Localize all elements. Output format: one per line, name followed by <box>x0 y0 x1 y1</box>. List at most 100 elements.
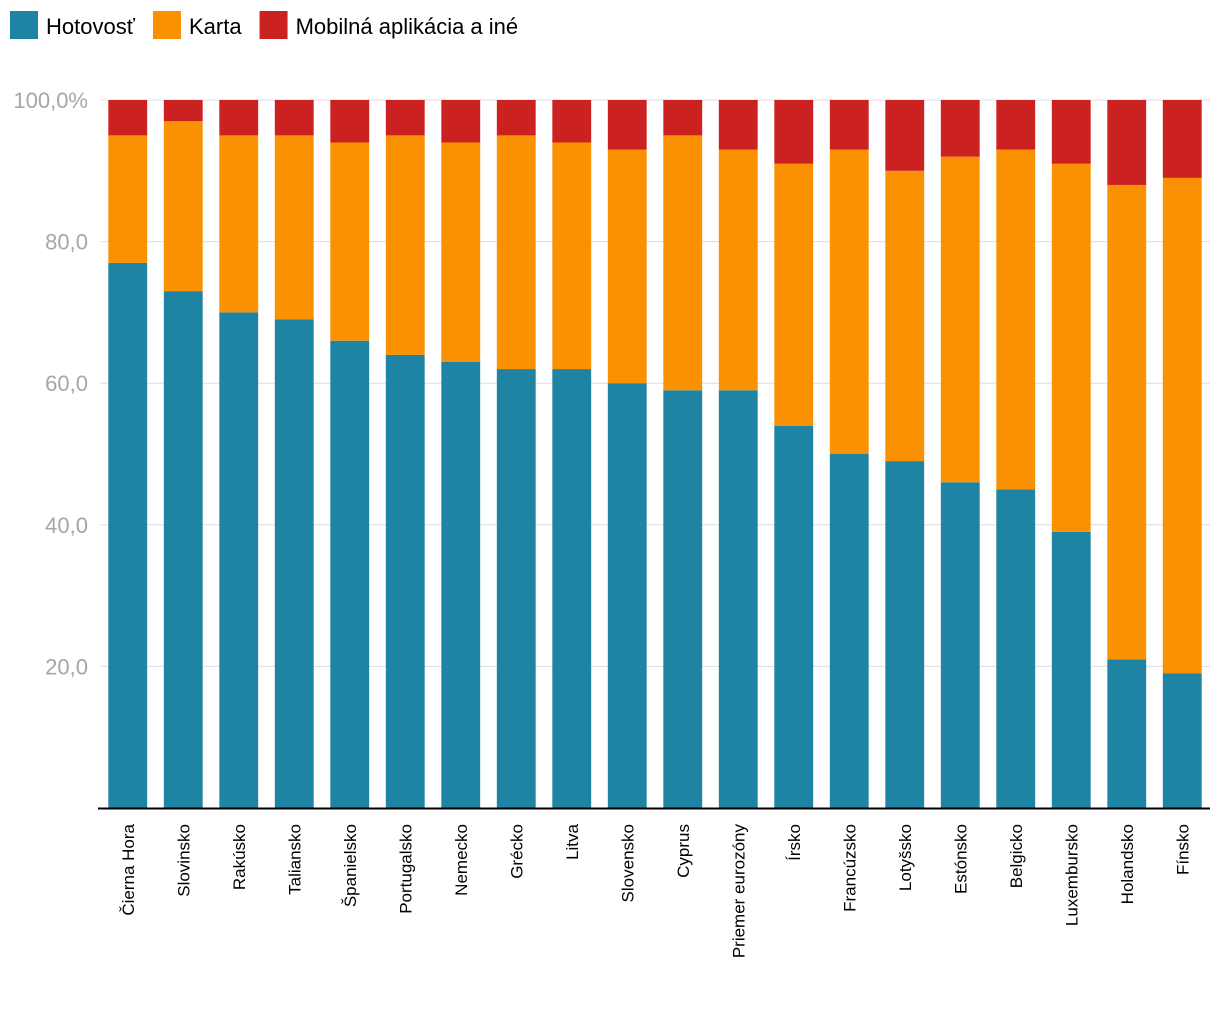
bar-segment-mobilna-aplikacia-a-ine-rakusko <box>219 100 259 136</box>
y-tick-label: 20,0 <box>45 654 88 679</box>
bar-group-estonsko <box>940 100 980 808</box>
bar-group-finsko <box>1162 100 1202 808</box>
bar-segment-mobilna-aplikacia-a-ine-estonsko <box>940 100 980 157</box>
x-tick-label-spanielsko: Španielsko <box>341 824 360 907</box>
x-tick-label-litva: Litva <box>563 823 582 859</box>
bar-segment-hotovost-lotyssko <box>885 461 925 808</box>
bar-group-holandsko <box>1107 100 1147 808</box>
bar-segment-karta-grecko <box>496 135 536 370</box>
bar-group-slovinsko <box>163 100 203 808</box>
bar-segment-karta-slovensko <box>607 149 647 384</box>
x-tick-label-rakusko: Rakúsko <box>230 824 249 890</box>
bar-segment-karta-lotyssko <box>885 170 925 462</box>
bar-segment-mobilna-aplikacia-a-ine-luxembursko <box>1051 100 1091 164</box>
bar-segment-hotovost-priemer-eurozony <box>718 390 758 808</box>
x-tick-label-priemer-eurozony: Priemer eurozóny <box>729 824 748 959</box>
bar-segment-hotovost-francuzsko <box>829 454 869 808</box>
bar-segment-hotovost-grecko <box>496 369 536 808</box>
bar-segment-karta-luxembursko <box>1051 163 1091 532</box>
x-tick-label-grecko: Grécko <box>507 824 526 879</box>
legend-swatch-karta <box>152 11 181 39</box>
bar-segment-mobilna-aplikacia-a-ine-belgicko <box>996 100 1036 150</box>
gridlines <box>100 99 1210 667</box>
x-tick-label-slovinsko: Slovinsko <box>174 824 193 897</box>
bar-segment-karta-spanielsko <box>330 142 370 341</box>
x-tick-label-irsko: Írsko <box>785 824 804 861</box>
x-tick-label-cierna-hora: Čierna Hora <box>119 823 138 915</box>
bar-segment-karta-slovinsko <box>163 121 203 292</box>
bar-group-spanielsko <box>330 100 370 808</box>
bar-segment-hotovost-litva <box>552 369 592 808</box>
bar-segment-hotovost-belgicko <box>996 489 1036 808</box>
bar-group-belgicko <box>996 100 1036 808</box>
legend: Hotovosť Karta Mobilná aplikácia a iné <box>10 11 518 39</box>
bar-segment-karta-finsko <box>1162 177 1202 674</box>
x-tick-label-lotyssko: Lotyšsko <box>896 824 915 891</box>
bar-segment-hotovost-nemecko <box>441 361 481 808</box>
x-tick-label-portugalsko: Portugalsko <box>396 824 415 914</box>
y-tick-label: 100,0% <box>13 88 88 113</box>
bar-segment-karta-irsko <box>774 163 814 426</box>
bar-segment-karta-litva <box>552 142 592 370</box>
bar-segment-karta-cyprus <box>663 135 703 391</box>
bar-segment-mobilna-aplikacia-a-ine-priemer-eurozony <box>718 100 758 150</box>
bars <box>108 100 1202 809</box>
bar-segment-karta-estonsko <box>940 156 980 483</box>
bar-segment-hotovost-slovensko <box>607 383 647 808</box>
legend-label-karta: Karta <box>189 14 242 39</box>
bar-segment-mobilna-aplikacia-a-ine-irsko <box>774 100 814 164</box>
bar-segment-mobilna-aplikacia-a-ine-grecko <box>496 100 536 136</box>
x-tick-label-nemecko: Nemecko <box>452 824 471 896</box>
x-tick-label-cyprus: Cyprus <box>674 824 693 878</box>
x-tick-label-slovensko: Slovensko <box>618 824 637 902</box>
bar-segment-karta-holandsko <box>1107 184 1147 660</box>
legend-swatch-mobilna-aplikacia-a-ine <box>259 11 288 39</box>
x-axis: Čierna Hora Slovinsko Rakúsko Taliansko Špan… <box>98 807 1210 959</box>
bar-segment-karta-priemer-eurozony <box>718 149 758 391</box>
bar-segment-mobilna-aplikacia-a-ine-lotyssko <box>885 100 925 171</box>
bar-group-francuzsko <box>829 100 869 808</box>
bar-segment-mobilna-aplikacia-a-ine-francuzsko <box>829 100 869 150</box>
bar-segment-mobilna-aplikacia-a-ine-spanielsko <box>330 100 370 143</box>
y-tick-label: 80,0 <box>45 230 88 255</box>
bar-segment-hotovost-holandsko <box>1107 659 1147 808</box>
bar-group-litva <box>552 100 592 808</box>
bar-segment-mobilna-aplikacia-a-ine-finsko <box>1162 100 1202 178</box>
y-tick-label: 40,0 <box>45 513 88 538</box>
bar-group-luxembursko <box>1051 100 1091 808</box>
legend-label-hotovost: Hotovosť <box>46 14 136 39</box>
bar-segment-mobilna-aplikacia-a-ine-nemecko <box>441 100 481 143</box>
legend-label-mobilna-aplikacia-a-ine: Mobilná aplikácia a iné <box>296 14 519 39</box>
x-tick-label-finsko: Fínsko <box>1173 824 1192 875</box>
bar-segment-karta-nemecko <box>441 142 481 362</box>
bar-segment-hotovost-spanielsko <box>330 340 370 808</box>
bar-segment-hotovost-finsko <box>1162 673 1202 808</box>
bar-segment-mobilna-aplikacia-a-ine-taliansko <box>274 100 314 136</box>
y-axis: 20,0 40,0 60,0 80,0 100,0% <box>13 88 88 679</box>
x-tick-label-taliansko: Taliansko <box>285 824 304 895</box>
bar-segment-mobilna-aplikacia-a-ine-portugalsko <box>385 100 425 136</box>
bar-segment-mobilna-aplikacia-a-ine-litva <box>552 100 592 143</box>
bar-segment-hotovost-luxembursko <box>1051 531 1091 808</box>
bar-segment-karta-rakusko <box>219 135 259 313</box>
bar-segment-hotovost-cierna-hora <box>108 262 148 809</box>
x-tick-label-holandsko: Holandsko <box>1118 824 1137 904</box>
bar-group-taliansko <box>274 100 314 808</box>
bar-segment-mobilna-aplikacia-a-ine-slovensko <box>607 100 647 150</box>
y-tick-label: 60,0 <box>45 371 88 396</box>
bar-segment-karta-cierna-hora <box>108 135 148 263</box>
bar-segment-hotovost-taliansko <box>274 319 314 808</box>
bar-group-slovensko <box>607 100 647 808</box>
bar-segment-karta-belgicko <box>996 149 1036 490</box>
bar-group-cyprus <box>663 100 703 808</box>
bar-group-cierna-hora <box>108 100 148 809</box>
bar-segment-hotovost-portugalsko <box>385 354 425 808</box>
bar-segment-mobilna-aplikacia-a-ine-cyprus <box>663 100 703 136</box>
x-tick-label-luxembursko: Luxembursko <box>1062 824 1081 926</box>
bar-segment-hotovost-estonsko <box>940 482 980 808</box>
x-tick-label-estonsko: Estónsko <box>951 824 970 894</box>
bar-group-lotyssko <box>885 100 925 808</box>
bar-segment-mobilna-aplikacia-a-ine-cierna-hora <box>108 100 148 136</box>
